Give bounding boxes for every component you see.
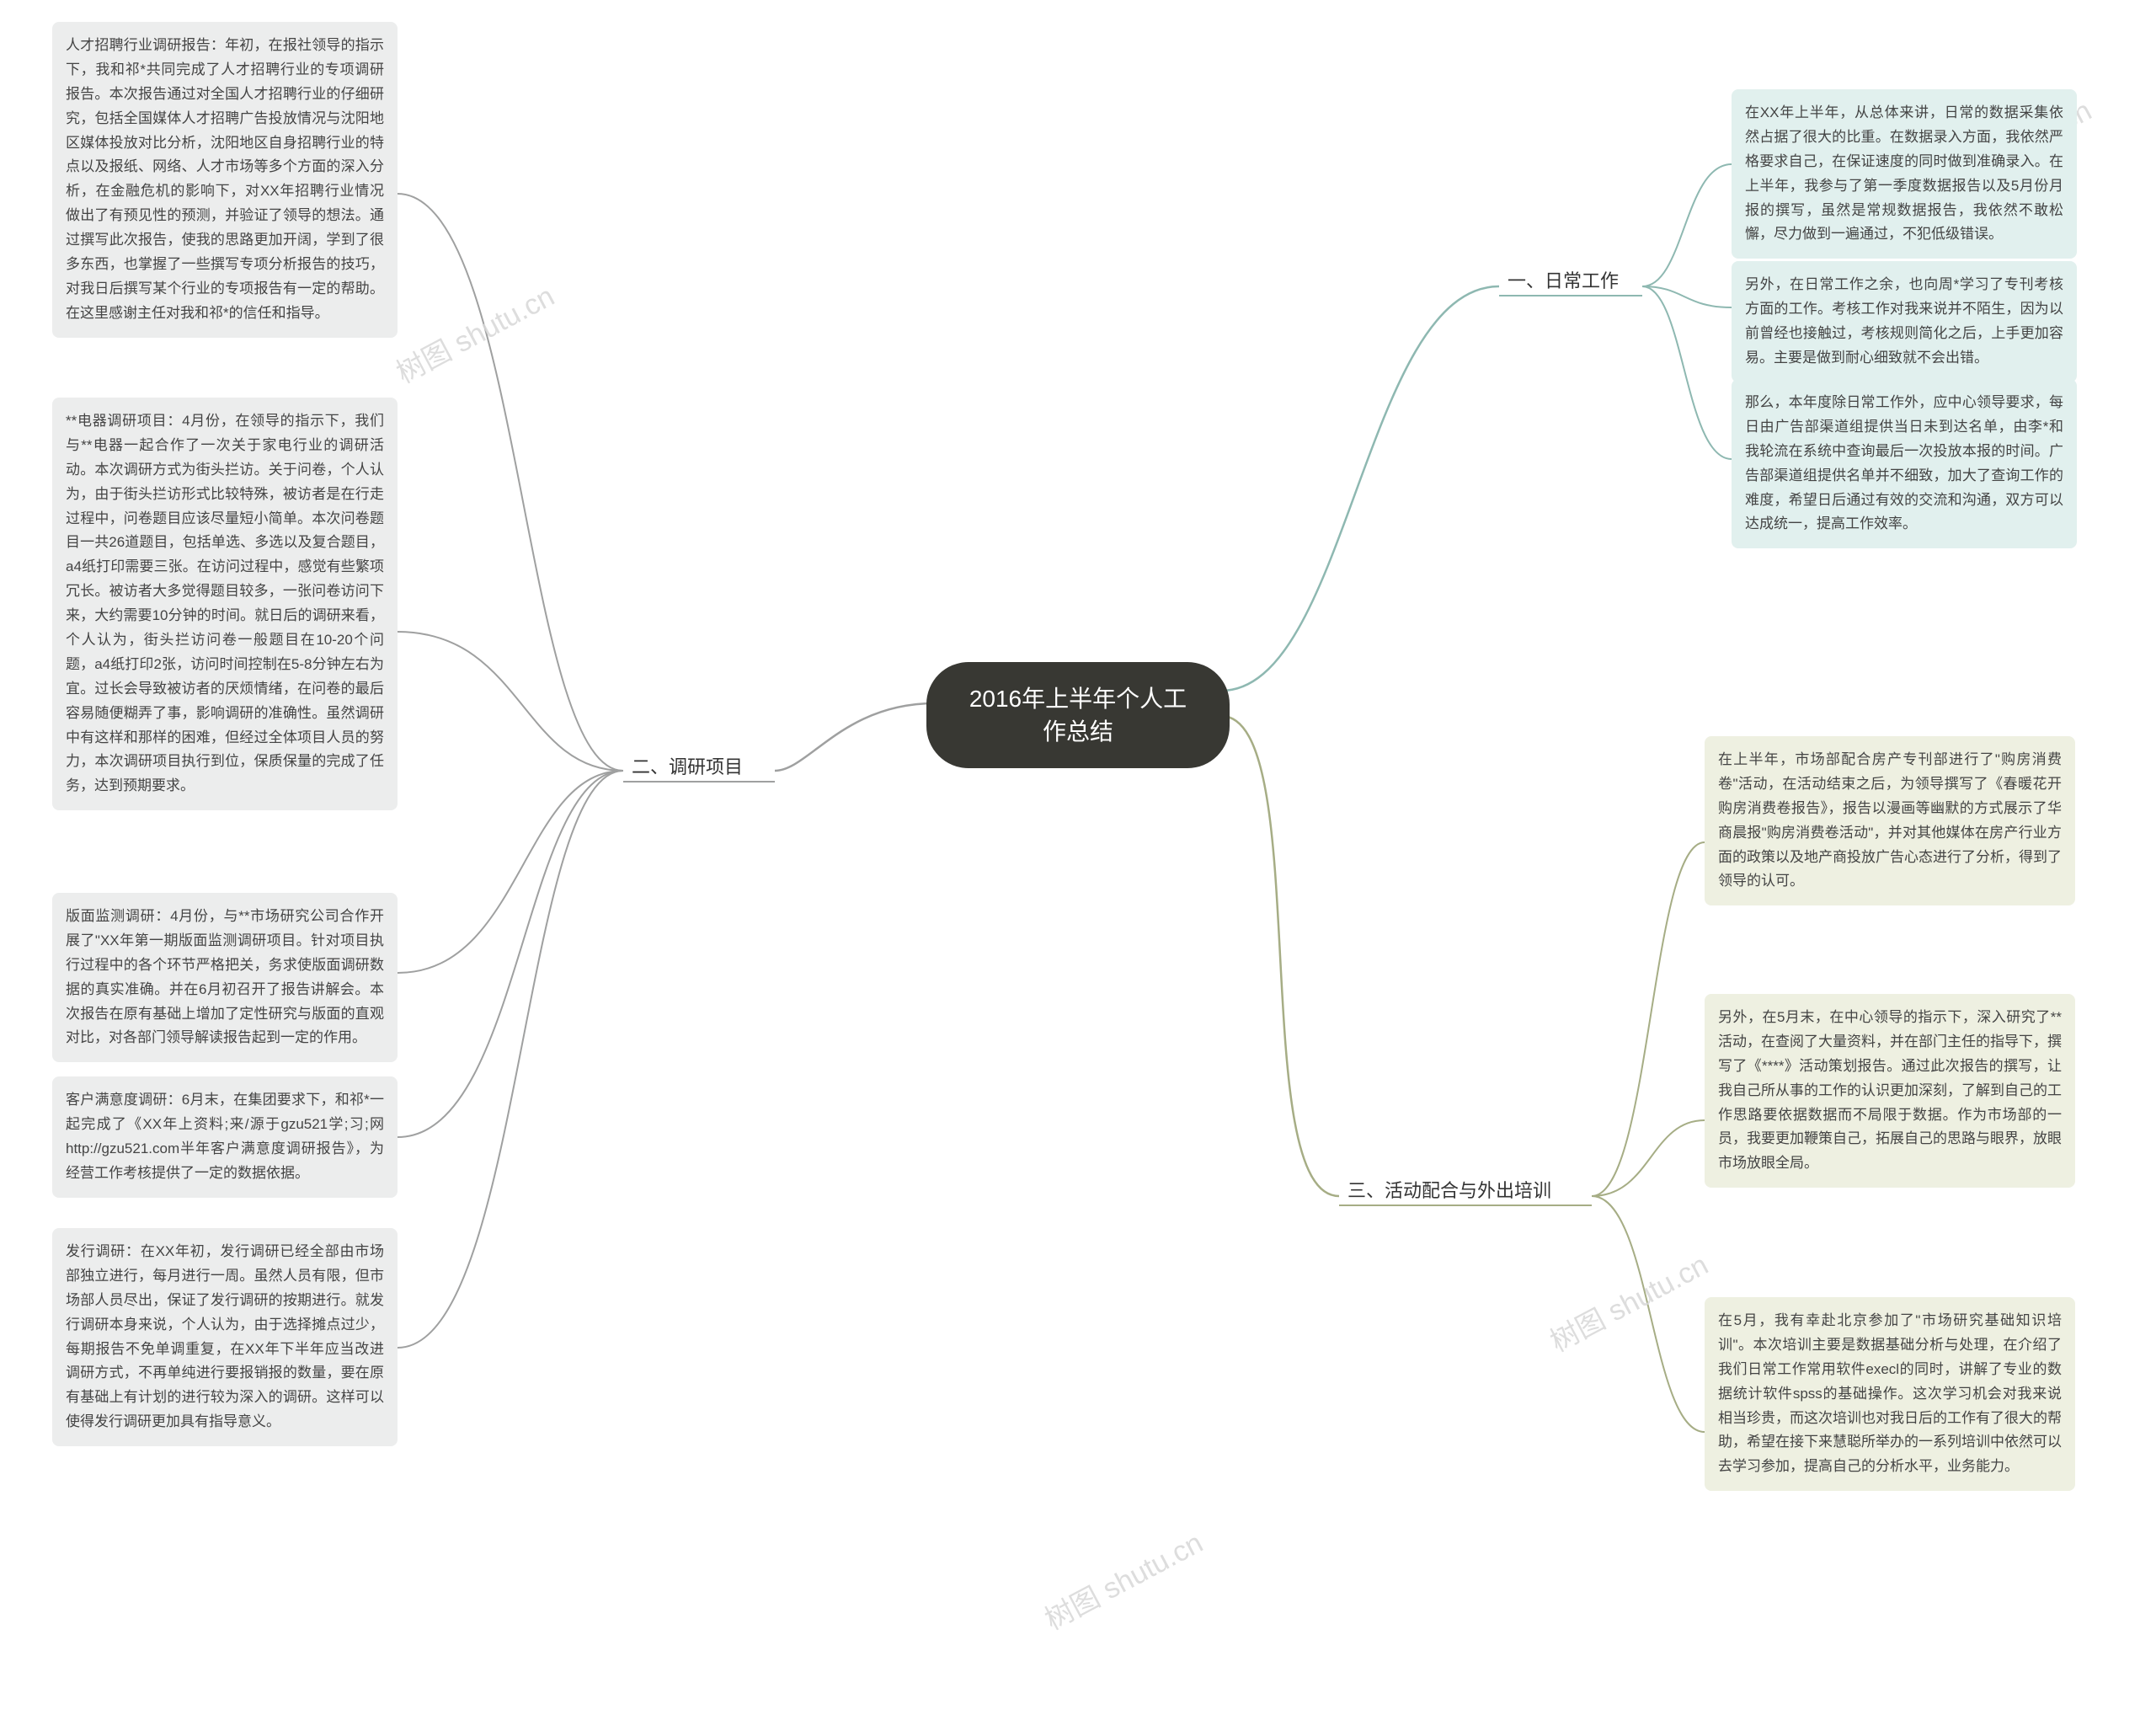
branch-underline	[1499, 295, 1642, 296]
leaf-node[interactable]: 人才招聘行业调研报告：年初，在报社领导的指示下，我和祁*共同完成了人才招聘行业的…	[52, 22, 398, 338]
central-node[interactable]: 2016年上半年个人工作总结	[926, 662, 1230, 768]
leaf-node[interactable]: **电器调研项目：4月份，在领导的指示下，我们与**电器一起合作了一次关于家电行…	[52, 398, 398, 810]
leaf-node[interactable]: 在5月，我有幸赴北京参加了"市场研究基础知识培训"。本次培训主要是数据基础分析与…	[1705, 1297, 2075, 1491]
branch-activities-training[interactable]: 三、活动配合与外出培训	[1348, 1176, 1551, 1203]
leaf-node[interactable]: 客户满意度调研：6月末，在集团要求下，和祁*一起完成了《XX年上资料;来/源于g…	[52, 1076, 398, 1198]
branch-underline	[623, 781, 775, 783]
watermark: 树图 shutu.cn	[1542, 1242, 1715, 1360]
leaf-node[interactable]: 版面监测调研：4月份，与**市场研究公司合作开展了"XX年第一期版面监测调研项目…	[52, 893, 398, 1062]
leaf-node[interactable]: 另外，在5月末，在中心领导的指示下，深入研究了**活动，在查阅了大量资料，并在部…	[1705, 994, 2075, 1188]
leaf-node[interactable]: 在上半年，市场部配合房产专刊部进行了"购房消费卷"活动，在活动结束之后，为领导撰…	[1705, 736, 2075, 905]
watermark: 树图 shutu.cn	[1037, 1520, 1209, 1638]
leaf-node[interactable]: 发行调研：在XX年初，发行调研已经全部由市场部独立进行，每月进行一周。虽然人员有…	[52, 1228, 398, 1446]
leaf-node[interactable]: 另外，在日常工作之余，也向周*学习了专刊考核方面的工作。考核工作对我来说并不陌生…	[1732, 261, 2077, 382]
branch-daily-work[interactable]: 一、日常工作	[1508, 266, 1619, 293]
leaf-node[interactable]: 那么，本年度除日常工作外，应中心领导要求，每日由广告部渠道组提供当日未到达名单，…	[1732, 379, 2077, 548]
branch-underline	[1339, 1205, 1592, 1206]
watermark: 树图 shutu.cn	[388, 274, 561, 392]
leaf-node[interactable]: 在XX年上半年，从总体来讲，日常的数据采集依然占据了很大的比重。在数据录入方面，…	[1732, 89, 2077, 259]
branch-research-projects[interactable]: 二、调研项目	[632, 752, 743, 779]
